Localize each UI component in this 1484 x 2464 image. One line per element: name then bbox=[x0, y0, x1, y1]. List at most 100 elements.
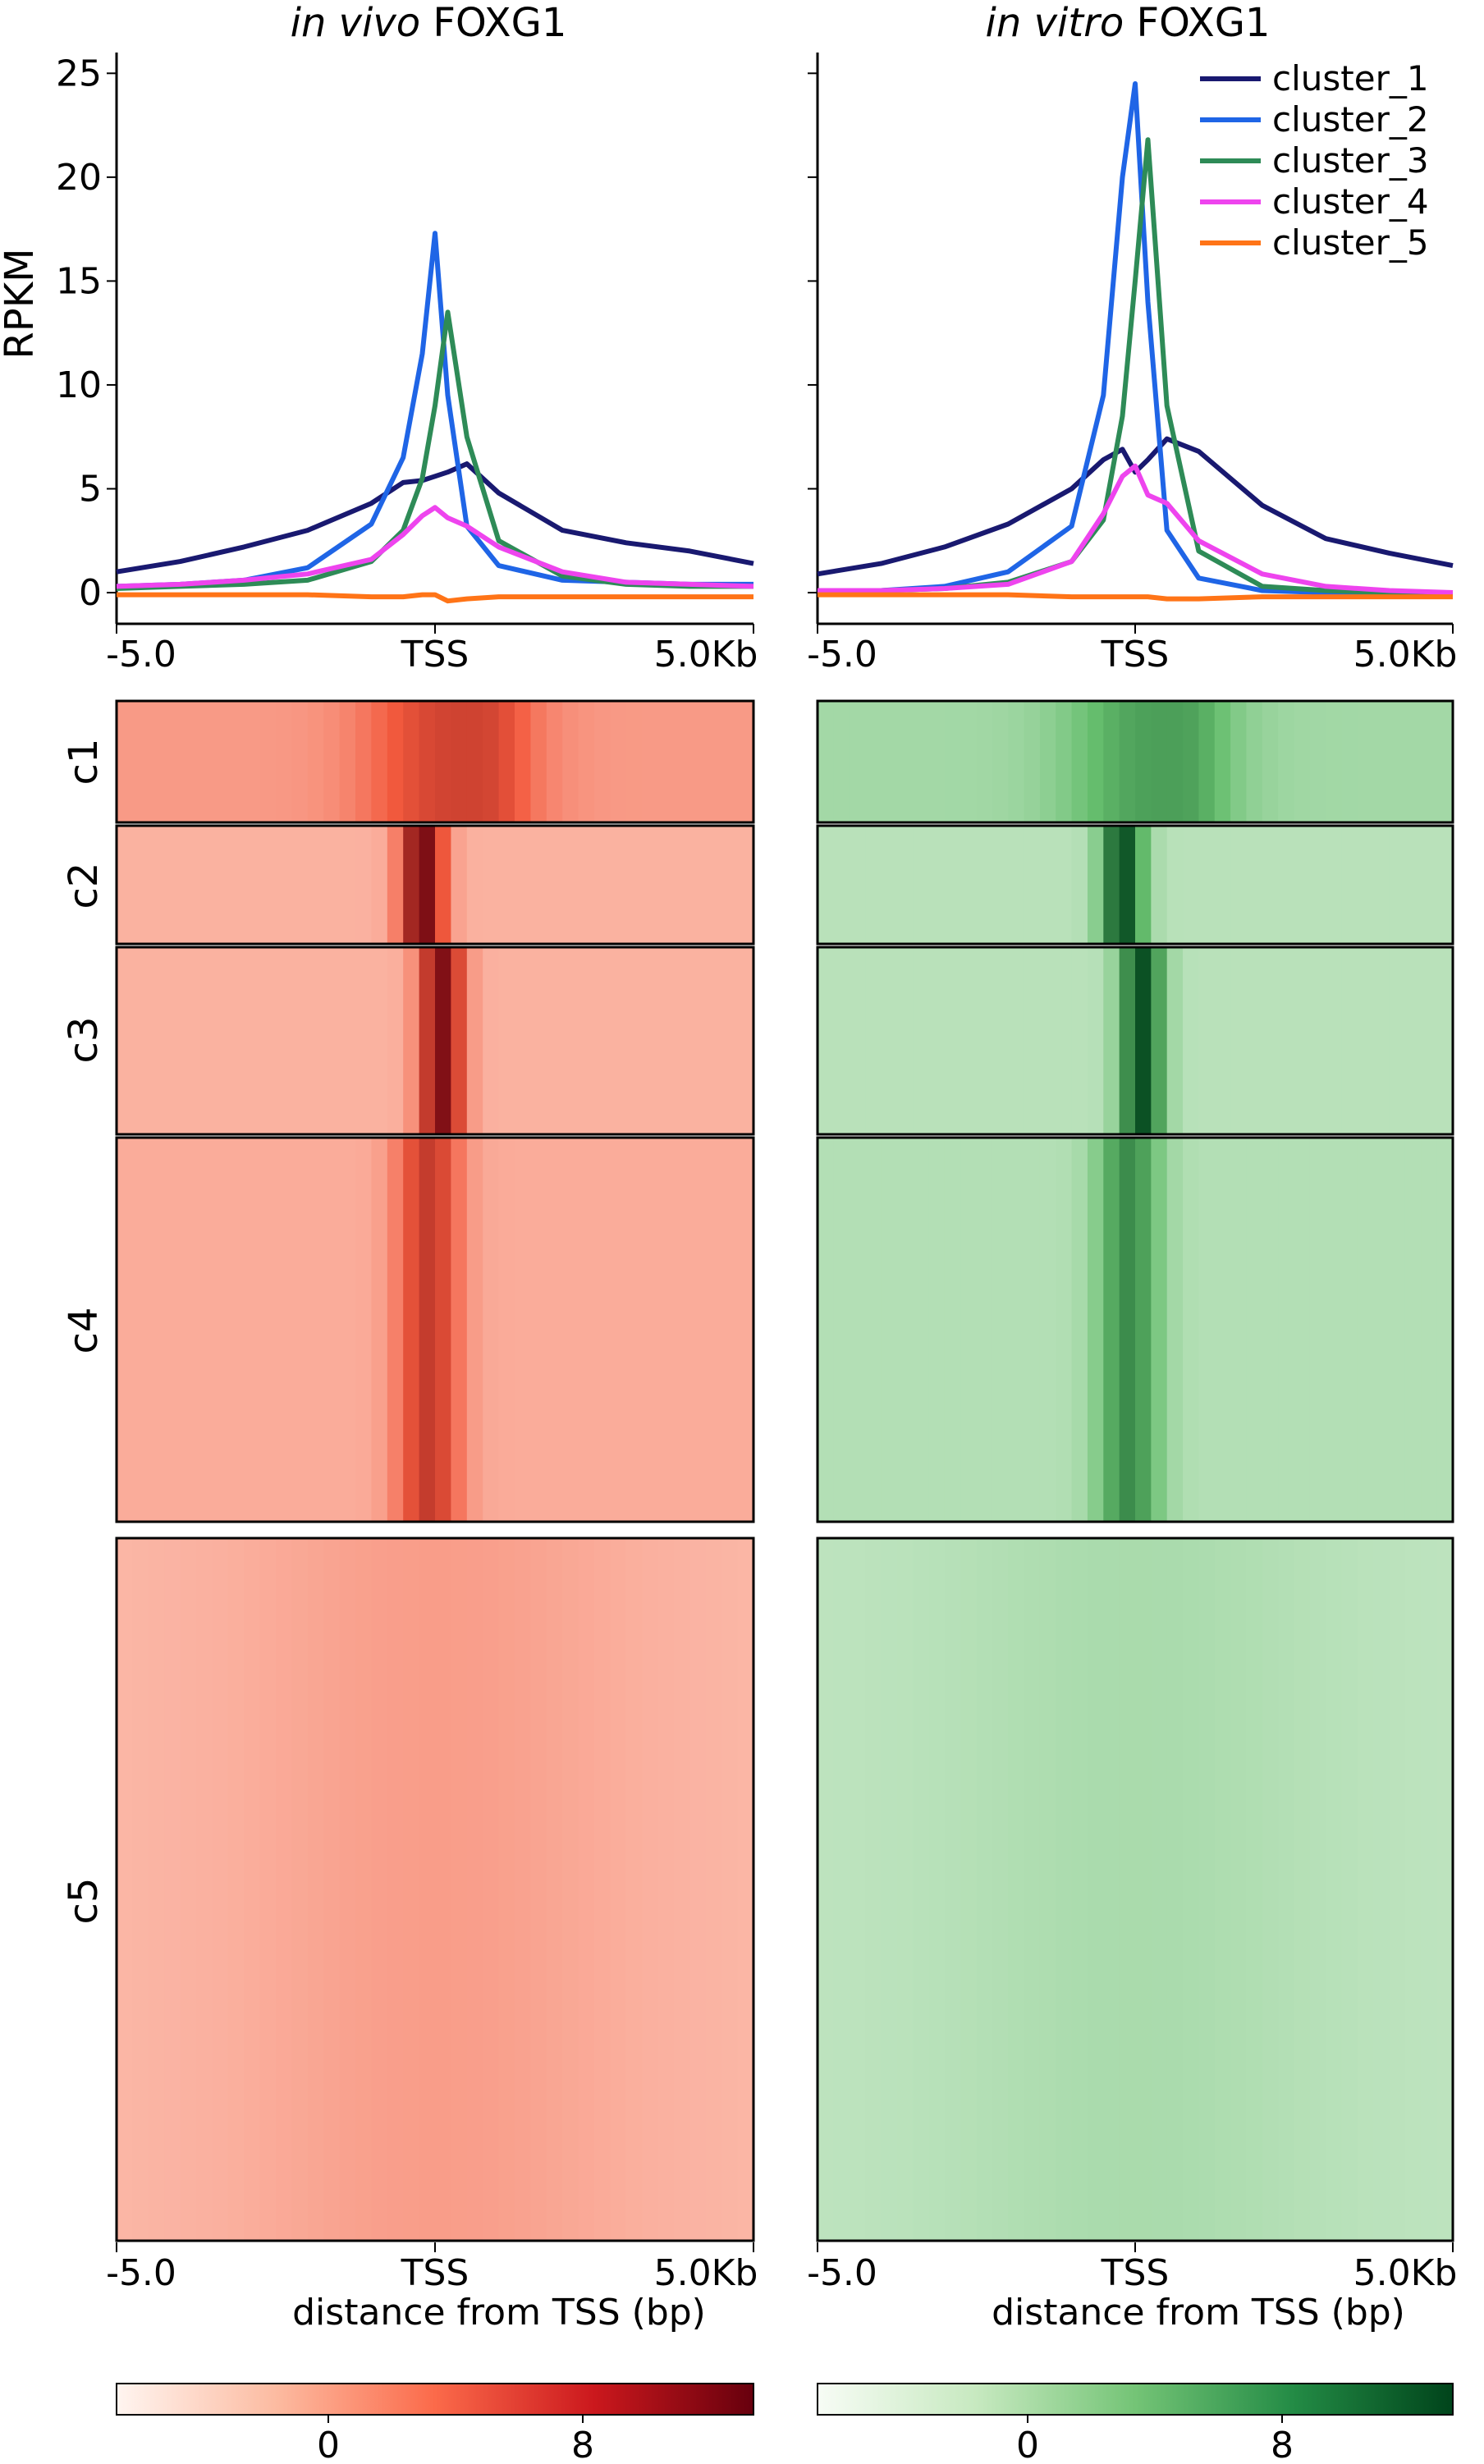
heatmap-cell bbox=[1198, 1538, 1216, 2241]
heatmap-cell bbox=[674, 1138, 690, 1522]
heatmap-block-c5 bbox=[115, 1537, 755, 2242]
heatmap-cell bbox=[403, 826, 420, 944]
heatmap-cell bbox=[1056, 1538, 1073, 2241]
heatmap-cell bbox=[466, 947, 483, 1134]
heatmap-cell bbox=[339, 947, 356, 1134]
heatmap-cell bbox=[1214, 826, 1231, 944]
heatmap-cell bbox=[1278, 947, 1295, 1134]
heatmap-cell bbox=[117, 1138, 133, 1522]
heatmap-cell bbox=[1039, 701, 1056, 822]
heatmap-cell bbox=[323, 826, 341, 944]
heatmap-cell bbox=[642, 701, 659, 822]
heatmap-cell bbox=[1024, 1138, 1041, 1522]
heatmap-cell bbox=[1230, 1538, 1248, 2241]
heatmap-cell bbox=[530, 701, 547, 822]
xtick-label: TSS bbox=[1101, 2252, 1170, 2294]
heatmap-cell bbox=[1071, 1538, 1088, 2241]
xtick-label: TSS bbox=[401, 634, 469, 676]
heatmap-cell bbox=[117, 947, 133, 1134]
heatmap-cell bbox=[196, 1138, 213, 1522]
heatmap-cell bbox=[721, 701, 739, 822]
heatmap-cell bbox=[1151, 947, 1168, 1134]
heatmap-cell bbox=[881, 947, 898, 1134]
heatmap-cell bbox=[913, 1538, 930, 2241]
heatmap-cell bbox=[196, 1538, 213, 2241]
heatmap-cell bbox=[1278, 826, 1295, 944]
heatmap-cell bbox=[1294, 826, 1311, 944]
series-line-cluster_4 bbox=[818, 463, 1454, 595]
heatmap-cell bbox=[594, 947, 611, 1134]
heatmap-cell bbox=[1087, 1138, 1104, 1522]
heatmaps bbox=[115, 699, 1454, 2242]
heatmap-cell bbox=[355, 1538, 372, 2241]
heatmap-cell bbox=[498, 1538, 515, 2241]
heatmap-cell bbox=[833, 947, 850, 1134]
heatmap-cell bbox=[132, 826, 149, 944]
heatmap-cell bbox=[578, 701, 595, 822]
legend-label: cluster_1 bbox=[1272, 58, 1429, 98]
heatmap-cell bbox=[1262, 1538, 1279, 2241]
heatmap-cell bbox=[1166, 826, 1184, 944]
heatmap-cell bbox=[1087, 947, 1104, 1134]
heatmap-cell bbox=[1103, 947, 1120, 1134]
colorbar-tick: 0 bbox=[1016, 2425, 1039, 2464]
heatmap-cell bbox=[1135, 826, 1152, 944]
heatmap-cell bbox=[1262, 701, 1279, 822]
profile-panel-invivo: 0 5 10 15 20 25 bbox=[56, 53, 754, 625]
heatmap-cell bbox=[403, 1138, 420, 1522]
heatmap-cell bbox=[307, 701, 324, 822]
heatmap-cell bbox=[1309, 947, 1326, 1134]
heatmap-cell bbox=[960, 947, 978, 1134]
heatmap-frame bbox=[816, 824, 1454, 946]
heatmap-cell bbox=[1151, 1538, 1168, 2241]
heatmap-cell bbox=[1246, 826, 1263, 944]
heatmap-cell bbox=[498, 1138, 515, 1522]
ytick-label: 15 bbox=[56, 260, 102, 302]
heatmap-cell bbox=[1166, 1538, 1184, 2241]
heatmap-cell bbox=[1087, 701, 1104, 822]
heatmap-cell bbox=[498, 826, 515, 944]
heatmap-cell bbox=[1135, 1138, 1152, 1522]
profile-yticks-invivo: 0 5 10 15 20 25 bbox=[56, 53, 117, 614]
heatmap-cell bbox=[944, 947, 961, 1134]
heatmap-cell bbox=[1436, 826, 1454, 944]
heatmap-frame bbox=[816, 946, 1454, 1136]
heatmap-xaxis-invitro: -5.0 TSS 5.0Kb distance from TSS (bp) bbox=[807, 2242, 1457, 2333]
heatmap-cell bbox=[657, 701, 675, 822]
heatmap-cell bbox=[196, 826, 213, 944]
heatmap-cell bbox=[610, 947, 627, 1134]
heatmap-cell bbox=[562, 826, 579, 944]
xtick-label: TSS bbox=[1101, 634, 1170, 676]
heatmap-xlabel: distance from TSS (bp) bbox=[292, 2292, 706, 2333]
heatmap-cell bbox=[674, 701, 690, 822]
heatmap-block-c1 bbox=[816, 699, 1454, 824]
heatmap-cell bbox=[1373, 701, 1390, 822]
heatmap-cell bbox=[1151, 701, 1168, 822]
heatmap-cell bbox=[1341, 1538, 1358, 2241]
heatmap-cell bbox=[148, 947, 165, 1134]
heatmap-cell bbox=[1008, 947, 1025, 1134]
heatmap-cell bbox=[387, 1138, 404, 1522]
heatmap-cell bbox=[244, 947, 261, 1134]
heatmap-cell bbox=[1230, 1138, 1248, 1522]
heatmap-cell bbox=[1024, 1538, 1041, 2241]
heatmap-cell bbox=[594, 1538, 611, 2241]
heatmap-cell bbox=[610, 1538, 627, 2241]
heatmap-cell bbox=[721, 1538, 739, 2241]
heatmap-cell bbox=[1373, 947, 1390, 1134]
heatmap-cell bbox=[1135, 701, 1152, 822]
heatmap-cell bbox=[371, 1538, 388, 2241]
heatmap-cell bbox=[1056, 701, 1073, 822]
heatmap-cell bbox=[212, 1138, 229, 1522]
heatmap-cell bbox=[307, 947, 324, 1134]
heatmap-cell bbox=[976, 947, 993, 1134]
heatmap-cell bbox=[1341, 1138, 1358, 1522]
heatmap-cell bbox=[833, 1138, 850, 1522]
heatmap-cell bbox=[849, 701, 866, 822]
heatmap-cell bbox=[1326, 1538, 1343, 2241]
heatmap-cell bbox=[992, 701, 1009, 822]
heatmap-cell bbox=[578, 947, 595, 1134]
heatmap-cell bbox=[1421, 701, 1438, 822]
heatmap-cell bbox=[1309, 1538, 1326, 2241]
heatmap-cell bbox=[212, 826, 229, 944]
